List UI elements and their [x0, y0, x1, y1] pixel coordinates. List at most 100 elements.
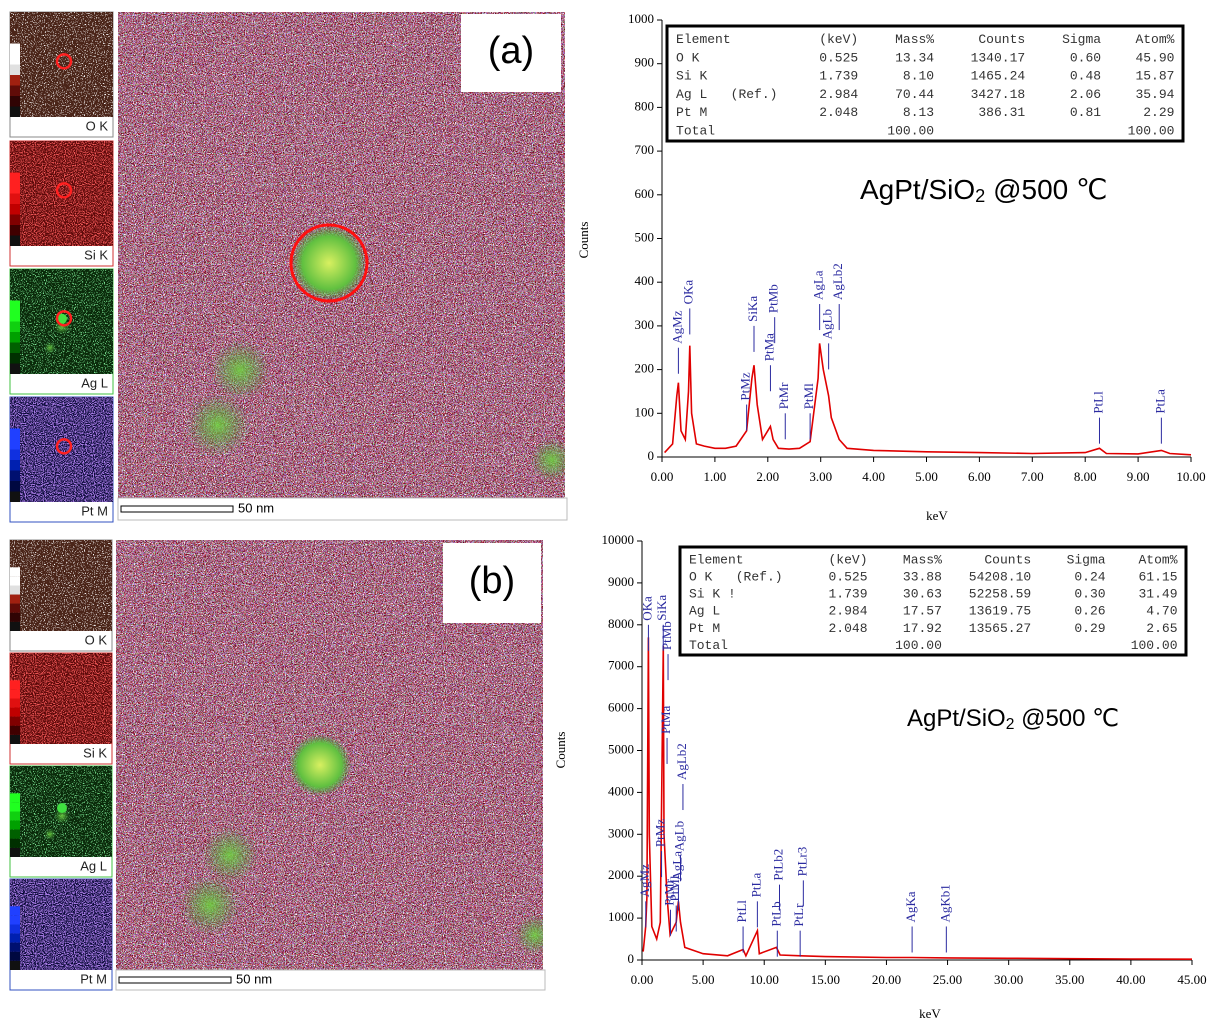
map-noise: [10, 12, 113, 117]
x-tick-label: 15.00: [811, 972, 840, 987]
annotation: AgPt/SiO2 @500 ℃: [907, 705, 1119, 733]
table-cell: 0.81: [1070, 105, 1101, 120]
x-tick-label: 10.00: [750, 972, 779, 987]
spectrum: [642, 637, 1193, 960]
table-cell: Sigma: [1067, 552, 1106, 567]
y-tick-label: 600: [635, 186, 655, 201]
y-tick-label: 200: [635, 361, 655, 376]
table-box: [665, 24, 1185, 143]
color-scale: [10, 439, 20, 450]
x-tick-label: 7.00: [1021, 469, 1044, 484]
table-cell: Counts: [978, 32, 1025, 47]
table-cell: 0.24: [1074, 569, 1105, 584]
map-label: O K: [86, 118, 109, 133]
table-cell: Mass%: [903, 552, 942, 567]
color-scale: [10, 43, 20, 54]
y-tick-label: 500: [635, 229, 655, 244]
peak-label: PtMz: [738, 372, 753, 400]
color-scale: [10, 594, 20, 604]
color-scale: [10, 193, 20, 204]
x-tick-label: 8.00: [1074, 469, 1097, 484]
table-cell: Si K !: [689, 587, 736, 602]
annotation: AgPt/SiO2 @500 ℃: [860, 174, 1107, 206]
table-cell: 0.60: [1070, 50, 1101, 65]
color-scale: [10, 567, 20, 577]
table-cell: 15.87: [1135, 69, 1174, 84]
peak-label: PtMl: [801, 383, 816, 409]
peak-label: PtLb: [768, 901, 783, 926]
color-scale: [10, 698, 20, 708]
color-scale: [10, 576, 20, 586]
map-label: O K: [85, 632, 108, 647]
color-scale: [10, 707, 20, 717]
scale-bar: [118, 976, 232, 984]
color-scale: [10, 716, 20, 726]
y-tick-label: 3000: [608, 825, 634, 840]
table-cell: 0.29: [1074, 621, 1105, 636]
x-tick-label: 30.00: [994, 972, 1023, 987]
color-scale: [10, 321, 20, 332]
color-scale: [10, 470, 20, 481]
table-cell: O K: [676, 50, 700, 65]
table-cell: Ag L: [689, 604, 720, 619]
table-cell: 2.048: [819, 105, 858, 120]
table-cell: 0.26: [1074, 604, 1105, 619]
scale-label: 50 nm: [236, 971, 272, 986]
map-noise: [10, 141, 113, 246]
color-scale: [10, 363, 20, 374]
roi-circle: [55, 53, 73, 70]
table-cell: 2.06: [1070, 87, 1101, 102]
table-cell: 3427.18: [971, 87, 1026, 102]
x-tick-label: 10.00: [1176, 469, 1205, 484]
peak-label: PtLa: [748, 873, 763, 898]
map-label: Pt M: [81, 503, 108, 518]
peak-label: PtMa: [658, 706, 673, 734]
color-scale: [10, 820, 20, 830]
color-scale: [10, 332, 20, 343]
peak-label: PtMr: [776, 382, 791, 409]
y-tick-label: 6000: [608, 700, 634, 715]
table-cell: 100.00: [887, 123, 934, 138]
peak-label: AgMz: [637, 864, 652, 897]
color-scale: [10, 342, 20, 353]
peak-label: OKa: [639, 596, 654, 621]
particle: [54, 808, 70, 825]
color-scale: [10, 204, 20, 215]
y-tick-label: 0: [648, 448, 655, 463]
table-cell: 100.00: [1131, 638, 1178, 653]
annotation-part: 2: [1006, 716, 1015, 733]
scale-strip: [115, 969, 546, 991]
color-scale: [10, 75, 20, 86]
particle: [44, 341, 56, 354]
color-scale: [10, 689, 20, 699]
color-scale: [10, 460, 20, 471]
image-edge: [565, 12, 585, 498]
table-cell: Total: [676, 123, 715, 138]
x-tick-label: 5.00: [692, 972, 715, 987]
y-tick-label: 800: [635, 98, 655, 113]
table-cell: 30.63: [903, 587, 942, 602]
table-cell: 13.34: [895, 50, 934, 65]
x-tick-label: 3.00: [809, 469, 832, 484]
color-scale: [10, 680, 20, 690]
table-cell: 1340.17: [971, 50, 1026, 65]
peak-label: OKa: [681, 280, 696, 305]
table-cell: 100.00: [895, 638, 942, 653]
peak-label: PtLl: [1090, 391, 1105, 414]
peak-label: SiKa: [654, 595, 669, 621]
table-cell: (keV): [829, 552, 868, 567]
table-cell: 13619.75: [969, 604, 1031, 619]
color-scale: [10, 951, 20, 961]
panel-label: (b): [469, 560, 515, 602]
color-scale: [10, 311, 20, 322]
table-cell: 8.10: [903, 69, 934, 84]
peak-label: PtMz: [653, 819, 668, 847]
roi-circle: [55, 182, 73, 199]
table-cell: 2.984: [819, 87, 858, 102]
peak-label: PtMb: [766, 284, 781, 313]
color-scale: [10, 106, 20, 117]
peak-label: AgMz: [669, 310, 684, 343]
color-scale: [10, 54, 20, 65]
